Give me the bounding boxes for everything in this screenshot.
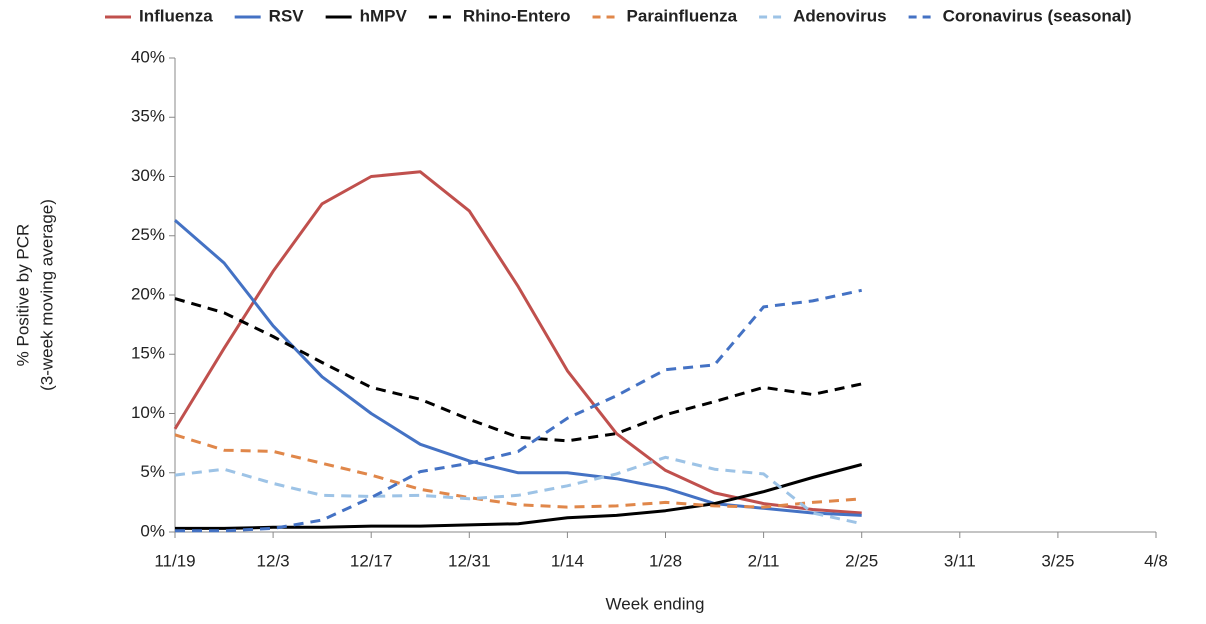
y-axis-title: % Positive by PCR: [13, 224, 32, 367]
x-tick-label: 3/25: [1041, 551, 1074, 570]
y-tick-label: 5%: [140, 462, 165, 481]
x-tick-label: 3/11: [944, 551, 976, 570]
x-tick-label: 2/25: [845, 551, 878, 570]
y-tick-label: 0%: [140, 521, 165, 540]
legend-label: RSV: [269, 6, 305, 25]
legend-label: Parainfluenza: [627, 6, 738, 25]
series-line: [174, 433, 862, 509]
y-tick-label: 35%: [131, 107, 165, 126]
y-tick-label: 20%: [131, 284, 165, 303]
legend-label: Adenovirus: [793, 6, 887, 25]
y-tick-label: 10%: [131, 403, 165, 422]
x-tick-label: 12/17: [350, 551, 393, 570]
series-line: [173, 170, 862, 515]
x-tick-label: 11/19: [154, 551, 195, 570]
y-tick-label: 40%: [131, 47, 165, 66]
legend-label: Rhino-Entero: [463, 6, 571, 25]
x-tick-label: 1/28: [649, 551, 682, 570]
x-axis-title: Week ending: [606, 594, 705, 613]
series-line: [175, 463, 863, 530]
series-line: [174, 455, 863, 526]
x-tick-label: 12/31: [448, 551, 491, 570]
series-line: [175, 288, 863, 533]
series-line: [174, 297, 863, 443]
x-tick-label: 2/11: [748, 551, 780, 570]
y-axis-title: (3-week moving average): [37, 199, 56, 391]
y-tick-label: 25%: [131, 225, 165, 244]
legend-label: Coronavirus (seasonal): [943, 6, 1132, 25]
x-tick-label: 4/8: [1144, 551, 1168, 570]
legend-label: Influenza: [139, 6, 213, 25]
x-tick-label: 12/3: [257, 551, 290, 570]
legend-label: hMPV: [360, 6, 408, 25]
y-tick-label: 30%: [131, 166, 165, 185]
x-tick-label: 1/14: [551, 551, 584, 570]
y-tick-label: 15%: [131, 344, 165, 363]
